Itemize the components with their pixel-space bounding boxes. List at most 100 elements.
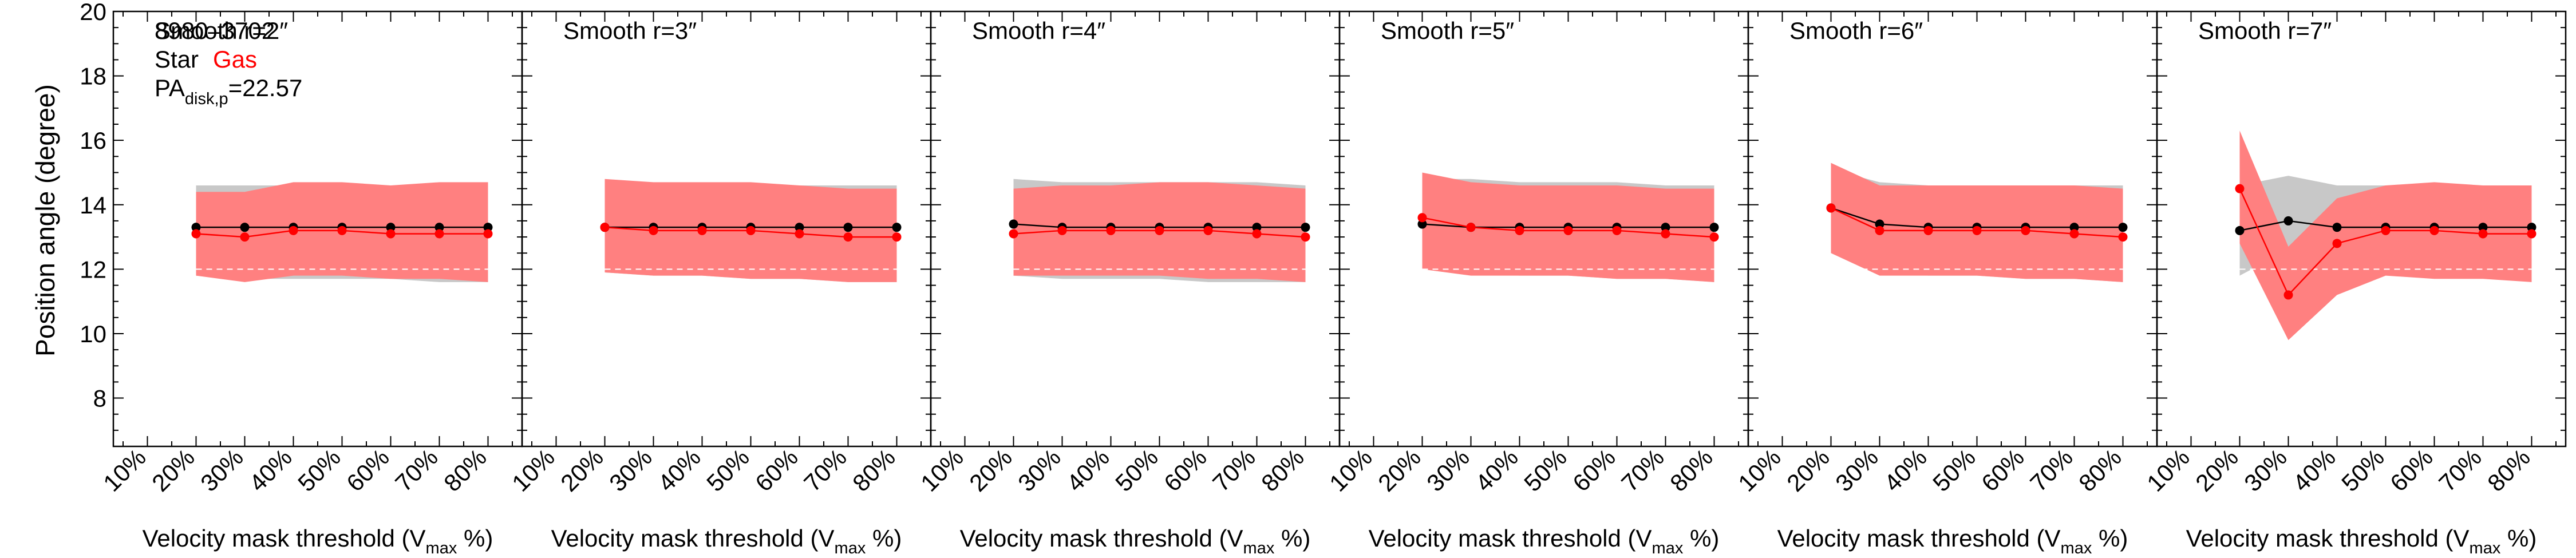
star-point [1252,223,1262,232]
x-tick-label: 20% [964,444,1017,497]
x-tick-label: 40% [1470,444,1523,497]
pa-disk-label: PAdisk,p=22.57 [155,74,302,108]
panel-3: 10%20%30%40%50%60%70%80% Velocity mask th… [915,10,1341,557]
gas-point [1709,232,1719,242]
gas-point [1203,225,1213,235]
gas-point [1972,225,1982,235]
x-tick-label: 20% [555,444,609,497]
pa-subscript: disk,p [185,90,228,108]
y-tick-label: 8 [93,385,106,412]
panel-title: Smooth r=4″ [972,17,1105,44]
pa-prefix: PA [155,74,185,101]
x-tick-label: 10% [1733,444,1786,497]
gas-point [191,229,201,239]
x-tick-label: 30% [1013,444,1066,497]
x-tick-label: 20% [1781,444,1835,497]
star-point [1709,223,1719,232]
x-tick-label: 70% [1207,444,1261,497]
x-tick-label: 30% [195,444,248,497]
gas-point [2381,225,2391,235]
x-tick-label: 30% [1421,444,1475,497]
legend-star: Star [155,46,199,73]
x-tick-label: 80% [1256,444,1309,497]
x-tick-label: 10% [1324,444,1377,497]
x-tick-label: 80% [2073,444,2127,497]
gas-point [1466,223,1476,232]
star-point [2527,223,2537,232]
legend-galaxy-id: 8980–3702 [155,17,275,44]
x-tick-label: 10% [2142,444,2195,497]
x-tick-label: 50% [1519,444,1572,497]
y-tick-label: 20 [80,0,106,25]
gas-point [2283,290,2293,300]
star-point [1301,223,1310,232]
x-tick-label: 40% [653,444,706,497]
gas-point [600,223,610,232]
gas-point [795,229,804,239]
panel-title: Smooth r=7″ [2198,17,2332,44]
gas-point [386,229,396,239]
x-axis-label: Velocity mask threshold (Vmax %) [1369,525,1720,557]
star-point [2478,223,2488,232]
x-tick-label: 20% [1373,444,1426,497]
gas-point [1155,225,1164,235]
gas-point [2332,239,2342,248]
gas-point [1301,232,1310,242]
gas-point [1563,225,1573,235]
gas-point [2235,184,2245,193]
x-tick-label: 80% [2482,444,2535,497]
panel-title: Smooth r=2″ [155,17,288,44]
gas-point [843,232,853,242]
y-tick-label: 10 [80,320,106,347]
x-tick-label: 30% [2239,444,2292,497]
star-point [386,223,396,232]
star-point [1417,219,1427,229]
x-tick-label: 50% [293,444,346,497]
x-tick-label: 20% [147,444,200,497]
x-tick-label: 20% [2190,444,2243,497]
x-tick-label: 60% [1976,444,2029,497]
gas-point [746,225,756,235]
star-point [2283,216,2293,225]
y-tick-label: 18 [80,63,106,90]
x-tick-label: 40% [1879,444,1932,497]
panel-6: 10%20%30%40%50%60%70%80% Velocity mask th… [2142,10,2567,557]
x-tick-label: 40% [244,444,297,497]
x-tick-label: 70% [1616,444,1669,497]
panel-5: 10%20%30%40%50%60%70%80% Velocity mask th… [1733,10,2158,557]
x-tick-label: 60% [1567,444,1621,497]
gas-point [1009,229,1018,239]
star-point [1661,223,1670,232]
x-tick-label: 10% [98,444,151,497]
star-point [892,223,902,232]
pa-value: =22.57 [228,74,303,101]
gas-uncertainty-band [2239,130,2532,341]
star-point [2069,223,2079,232]
x-tick-label: 70% [2433,444,2487,497]
gas-point [1612,225,1622,235]
gas-point [337,225,347,235]
panel-4: 10%20%30%40%50%60%70%80% Velocity mask th… [1324,10,1749,557]
gas-point [892,232,902,242]
gas-point [240,232,250,242]
gas-point [2069,229,2079,239]
gas-point [649,225,658,235]
gas-point [1252,229,1262,239]
x-axis-label: Velocity mask threshold (Vmax %) [1777,525,2128,557]
gas-point [1826,203,1836,213]
panels: 810121416182010%20%30%40%50%60%70%80%Vel… [80,0,2567,557]
x-tick-label: 50% [2336,444,2389,497]
gas-point [434,229,444,239]
panel-2: 10%20%30%40%50%60%70%80% Velocity mask th… [507,10,932,557]
star-point [191,223,201,232]
y-tick-label: 16 [80,127,106,154]
gas-point [2118,232,2128,242]
star-point [795,223,804,232]
gas-point [1417,213,1427,223]
x-tick-label: 60% [1159,444,1212,497]
x-tick-label: 80% [847,444,900,497]
gas-point [697,225,707,235]
x-tick-label: 80% [1665,444,1718,497]
gas-point [1923,225,1933,235]
